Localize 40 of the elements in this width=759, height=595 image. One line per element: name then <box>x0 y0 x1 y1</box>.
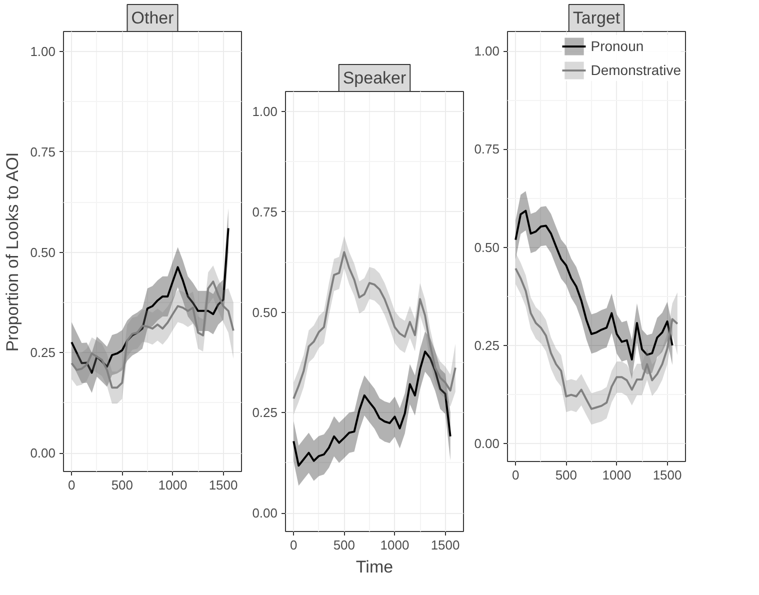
y-axis-title: Proportion of Looks to AOI <box>3 152 22 352</box>
y-tick-label: 0.50 <box>30 244 56 260</box>
y-tick-label: 0.75 <box>252 204 278 220</box>
y-tick-label: 1.00 <box>252 104 278 120</box>
y-tick-label: 0.75 <box>30 144 56 160</box>
chart-title: Target <box>572 8 620 28</box>
x-tick-label: 1000 <box>158 478 188 492</box>
y-tick-label: 0.75 <box>474 142 500 157</box>
y-tick-label: 0.00 <box>252 506 278 521</box>
y-tick-label: 0.25 <box>474 338 500 353</box>
x-tick-label: 0 <box>290 538 298 552</box>
line-series <box>292 350 452 467</box>
y-tick-label: 0.00 <box>30 446 56 461</box>
y-tick-label: 0.00 <box>474 436 500 451</box>
x-tick-label: 1000 <box>380 538 410 552</box>
x-tick-label: 1500 <box>430 538 460 552</box>
legend-label: Pronoun <box>590 38 644 54</box>
line-series <box>514 267 678 410</box>
line-series <box>514 210 674 360</box>
legend-label: Demonstrative <box>590 62 681 78</box>
x-tick-label: 0 <box>68 478 76 492</box>
x-tick-label: 0 <box>512 468 520 482</box>
y-tick-label: 1.00 <box>30 44 56 60</box>
x-axis-title: Time <box>356 558 394 576</box>
x-tick-label: 1500 <box>208 478 238 492</box>
x-tick-label: 500 <box>555 468 578 482</box>
y-tick-label: 0.25 <box>30 345 56 360</box>
y-tick-label: 0.50 <box>252 304 278 320</box>
y-tick-label: 0.25 <box>252 405 278 420</box>
x-tick-label: 1500 <box>652 468 682 482</box>
line-series <box>70 227 230 374</box>
y-tick-label: 0.50 <box>474 240 500 255</box>
chart-title: Other <box>131 8 174 28</box>
chart-title: Speaker <box>342 68 406 88</box>
x-tick-label: 1000 <box>602 468 632 482</box>
x-tick-label: 500 <box>333 538 356 552</box>
x-tick-label: 500 <box>111 478 134 492</box>
line-series <box>70 280 234 389</box>
y-tick-label: 1.00 <box>474 44 500 59</box>
line-series <box>292 251 456 400</box>
